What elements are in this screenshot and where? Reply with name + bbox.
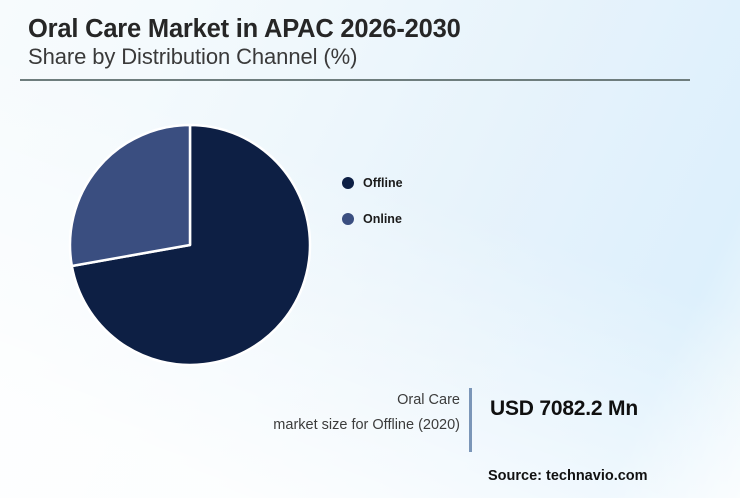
chart-legend: Offline Online (342, 174, 403, 246)
pie-slices (68, 123, 312, 367)
callout-label-line2: market size for Offline (2020) (273, 417, 460, 433)
pie-slice-online[interactable] (68, 123, 192, 268)
legend-item-label: Offline (363, 176, 403, 190)
callout-label: Oral Care market size for Offline (2020) (210, 388, 460, 438)
legend-item-offline[interactable]: Offline (342, 174, 403, 192)
legend-item-online[interactable]: Online (342, 210, 403, 228)
callout-divider (469, 388, 472, 452)
market-size-callout: Oral Care market size for Offline (2020)… (180, 388, 700, 458)
callout-value: USD 7082.2 Mn (490, 397, 638, 420)
legend-dot-icon (342, 213, 354, 225)
header-divider (20, 79, 690, 81)
pie-chart-svg (68, 123, 312, 367)
callout-label-line1: Oral Care (397, 392, 460, 408)
chart-subtitle: Share by Distribution Channel (%) (28, 44, 358, 69)
legend-dot-icon (342, 177, 354, 189)
pie-chart (68, 123, 312, 367)
source-attribution: Source: technavio.com (488, 468, 648, 484)
chart-title: Oral Care Market in APAC 2026-2030 (28, 15, 461, 43)
legend-item-label: Online (363, 212, 402, 226)
